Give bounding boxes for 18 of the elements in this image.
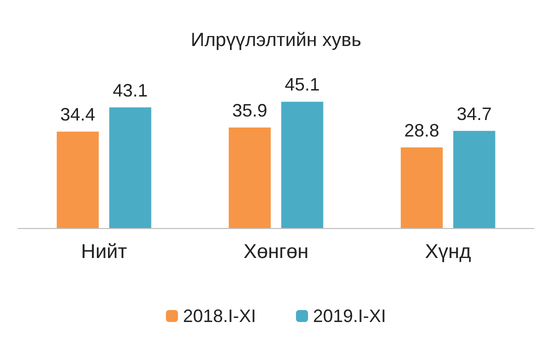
bar <box>281 102 324 228</box>
bar <box>109 107 152 228</box>
bar <box>453 130 496 228</box>
legend-label: 2019.I-XI <box>313 306 386 326</box>
data-label: 34.4 <box>60 104 96 125</box>
data-label: 35.9 <box>232 100 268 120</box>
legend-label: 2018.I-XI <box>182 306 256 326</box>
bar <box>400 147 443 228</box>
bar <box>56 132 99 228</box>
x-tick-label: Хөнгөн <box>244 241 308 263</box>
data-label: 34.7 <box>456 104 492 124</box>
data-label: 43.1 <box>112 80 148 100</box>
data-label: 45.1 <box>284 74 320 95</box>
chart-title: Илрүүлэлтийн хувь <box>190 30 362 51</box>
x-tick-label: Нийт <box>81 241 127 263</box>
bar <box>228 127 271 228</box>
x-tick-label: Хүнд <box>424 241 472 263</box>
data-label: 28.8 <box>404 120 440 140</box>
